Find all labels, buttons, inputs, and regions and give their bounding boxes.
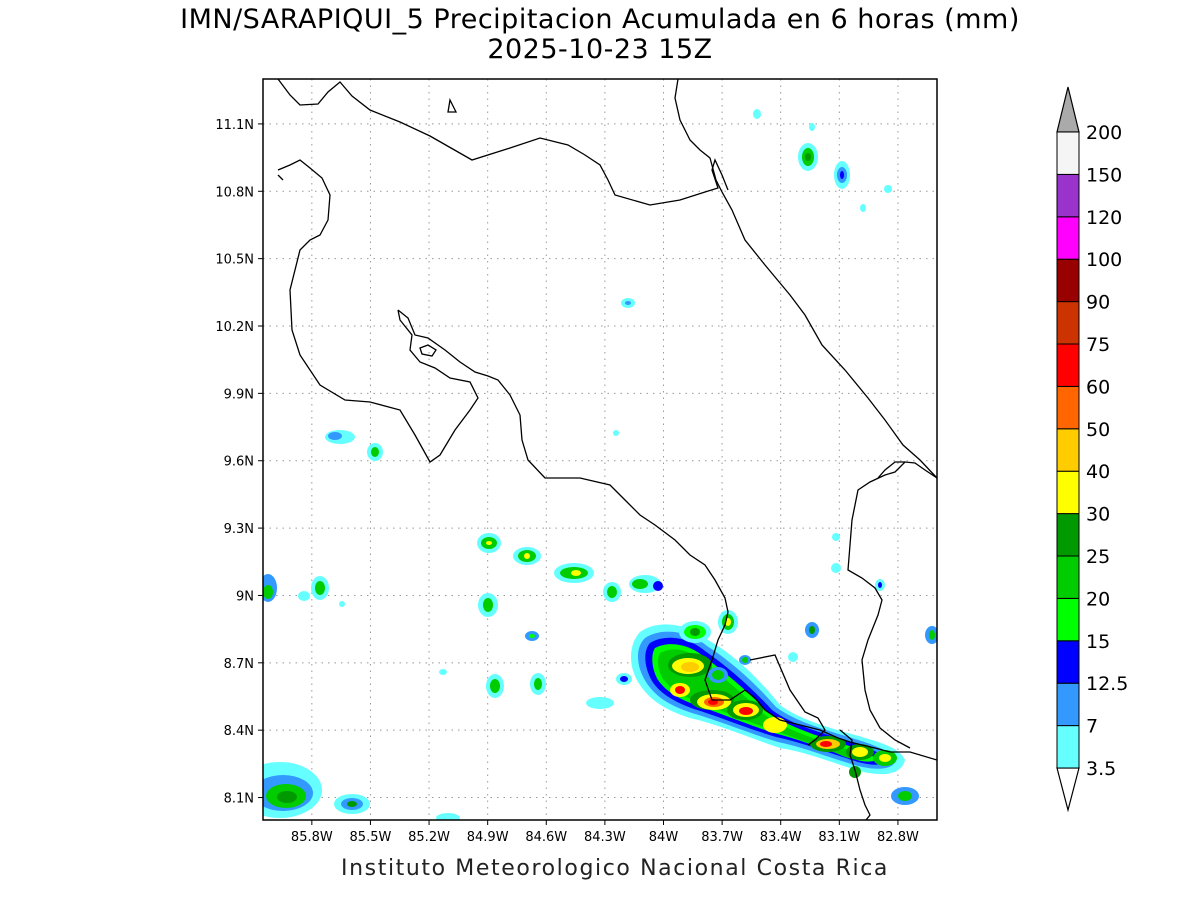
colorbar-label: 100 [1086, 249, 1122, 271]
colorbar-over-arrow [1056, 86, 1080, 133]
lat-tick-label: 10.2N [215, 320, 254, 335]
lat-tick-label: 10.8N [215, 185, 254, 200]
lon-tick-label: 83.1W [818, 830, 860, 845]
lat-tick-label: 9.9N [224, 387, 254, 402]
colorbar: 3.5 7 12.5 15 20 25 30 40 50 60 75 90 100 120 150 200 [1056, 86, 1128, 813]
colorbar-swatch [1056, 343, 1080, 387]
lat-tick-label: 11.1N [215, 118, 254, 133]
colorbar-label: 50 [1086, 419, 1110, 441]
lon-tick-label: 84W [649, 830, 679, 845]
colorbar-label: 15 [1086, 631, 1110, 653]
colorbar-under-arrow [1056, 767, 1080, 813]
map-title: IMN/SARAPIQUI_5 Precipitacion Acumulada … [180, 4, 1020, 35]
colorbar-swatch [1056, 725, 1080, 769]
lon-tick-label: 85.5W [350, 830, 392, 845]
colorbar-swatch [1056, 301, 1080, 345]
map-grid [263, 79, 937, 820]
colorbar-label: 20 [1086, 588, 1110, 610]
colorbar-swatch [1056, 640, 1080, 684]
colorbar-swatch [1056, 513, 1080, 557]
lat-tick-label: 9.3N [224, 522, 254, 537]
precip-cells [263, 109, 937, 820]
lat-tick-label: 9N [236, 589, 254, 604]
lat-tick-label: 8.4N [224, 724, 254, 739]
lat-tick-label: 8.7N [224, 657, 254, 672]
lon-tick-label: 84.6W [525, 830, 567, 845]
colorbar-swatch [1056, 258, 1080, 303]
colorbar-swatch [1056, 428, 1080, 472]
colorbar-swatch [1056, 385, 1080, 430]
colorbar-swatch [1056, 216, 1080, 260]
colorbar-label: 25 [1086, 546, 1110, 568]
colorbar-swatch [1056, 597, 1080, 642]
credit-text: Instituto Meteorologico Nacional Costa R… [341, 856, 889, 881]
latitude-tick-labels: 11.1N 10.8N 10.5N 10.2N 9.9N 9.6N 9.3N 9N 8.7N 8.… [215, 118, 263, 807]
lon-tick-label: 82.8W [877, 830, 919, 845]
map-datetime: 2025-10-23 15Z [487, 34, 713, 65]
lat-tick-label: 8.1N [224, 792, 254, 807]
colorbar-label: 7 [1086, 716, 1098, 738]
lon-tick-label: 83.7W [701, 830, 743, 845]
lat-tick-label: 10.5N [215, 253, 254, 268]
colorbar-swatch [1056, 173, 1080, 218]
lon-tick-label: 84.9W [467, 830, 509, 845]
colorbar-label: 90 [1086, 292, 1110, 314]
colorbar-label: 120 [1086, 207, 1122, 229]
lon-tick-label: 84.3W [584, 830, 626, 845]
colorbar-label: 3.5 [1086, 758, 1116, 780]
map-frame [262, 78, 938, 821]
colorbar-label: 30 [1086, 504, 1110, 526]
colorbar-swatch [1056, 470, 1080, 515]
colorbar-label: 200 [1086, 122, 1122, 144]
longitude-tick-labels: 85.8W 85.5W 85.2W 84.9W 84.6W 84.3W 84W 83.7W 83… [291, 820, 919, 845]
colorbar-swatch [1056, 555, 1080, 599]
colorbar-swatch [1056, 131, 1080, 175]
lon-tick-label: 85.2W [408, 830, 450, 845]
colorbar-label: 150 [1086, 164, 1122, 186]
colorbar-label: 40 [1086, 461, 1110, 483]
lat-tick-label: 9.6N [224, 455, 254, 470]
colorbar-swatch [1056, 682, 1080, 727]
colorbar-label: 60 [1086, 376, 1110, 398]
colorbar-label: 75 [1086, 334, 1110, 356]
colorbar-label: 12.5 [1086, 673, 1128, 695]
lon-tick-label: 83.4W [760, 830, 802, 845]
coastlines [277, 79, 937, 820]
lon-tick-label: 85.8W [291, 830, 333, 845]
